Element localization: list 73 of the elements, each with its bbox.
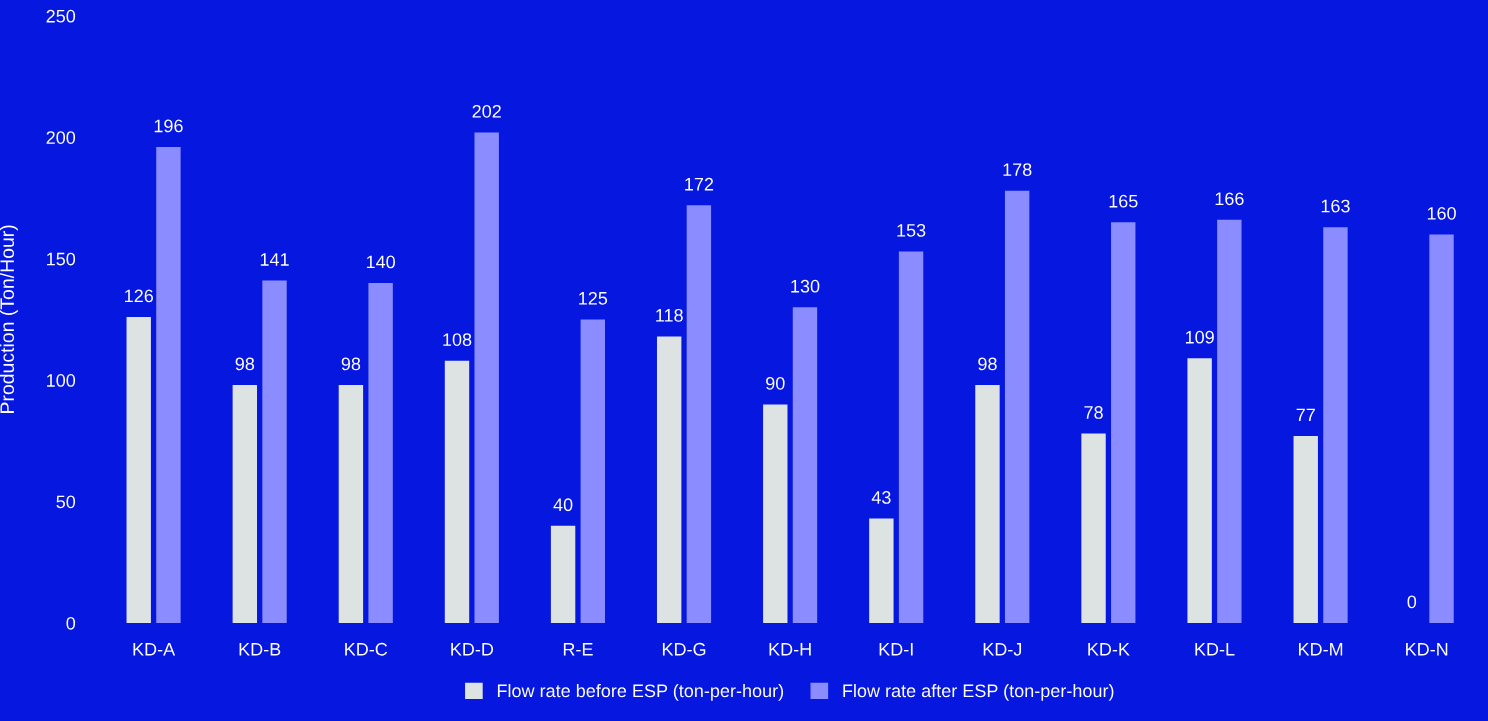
data-label: 163 bbox=[1321, 199, 1350, 213]
legend-label: Flow rate after ESP (ton-per-hour) bbox=[843, 683, 1114, 701]
data-label: 126 bbox=[125, 289, 153, 303]
bar bbox=[1111, 222, 1136, 623]
data-label: 165 bbox=[1109, 194, 1138, 208]
x-tick-label: KD-G bbox=[662, 642, 706, 656]
data-label: 160 bbox=[1427, 206, 1456, 220]
bar bbox=[126, 316, 151, 623]
bar bbox=[156, 146, 181, 623]
data-label: 130 bbox=[791, 279, 820, 293]
data-label: 166 bbox=[1215, 192, 1244, 206]
x-tick-label: KD-N bbox=[1406, 643, 1448, 656]
data-label: 108 bbox=[443, 333, 472, 346]
x-tick-label: KD-D bbox=[451, 643, 494, 656]
bar bbox=[869, 518, 894, 623]
data-label: 196 bbox=[154, 119, 183, 133]
bar bbox=[686, 205, 712, 623]
y-tick-label: 50 bbox=[56, 495, 76, 509]
data-label: 98 bbox=[341, 357, 361, 371]
x-tick-label: R-E bbox=[563, 643, 593, 656]
x-tick-label: KD-M bbox=[1299, 643, 1343, 656]
bar bbox=[975, 384, 1000, 623]
y-tick-label: 0 bbox=[66, 616, 76, 630]
data-label: 141 bbox=[260, 253, 289, 266]
bar bbox=[1323, 227, 1348, 623]
x-tick-label: KD-B bbox=[239, 643, 281, 656]
bar bbox=[338, 384, 364, 623]
x-tick-label: KD-C bbox=[345, 642, 388, 656]
bar bbox=[898, 251, 924, 623]
data-label: 43 bbox=[871, 491, 891, 504]
data-label: 202 bbox=[472, 104, 501, 118]
bar bbox=[580, 319, 605, 623]
bar bbox=[368, 282, 393, 623]
data-label: 109 bbox=[1185, 330, 1214, 344]
x-tick-label: KD-I bbox=[879, 643, 913, 656]
bar bbox=[1429, 234, 1454, 623]
bar bbox=[444, 360, 470, 623]
data-label: 90 bbox=[766, 376, 785, 390]
x-tick-label: KD-J bbox=[983, 643, 1022, 656]
data-label: 40 bbox=[553, 498, 573, 512]
data-label: 77 bbox=[1296, 408, 1315, 422]
data-label: 118 bbox=[656, 308, 683, 322]
x-tick-label: KD-A bbox=[133, 643, 176, 656]
bar bbox=[1187, 358, 1212, 623]
data-label: 140 bbox=[366, 255, 395, 269]
bar bbox=[763, 404, 788, 623]
y-axis-title: Production (Ton/Hour) bbox=[0, 225, 18, 413]
data-label: 0 bbox=[1407, 595, 1417, 609]
legend-label: Flow rate before ESP (ton-per-hour) bbox=[497, 683, 784, 701]
bar bbox=[232, 384, 258, 623]
bar bbox=[1217, 219, 1242, 623]
y-tick-label: 200 bbox=[46, 131, 76, 144]
data-label: 125 bbox=[579, 291, 608, 305]
data-label: 78 bbox=[1084, 406, 1103, 419]
x-tick-label: KD-K bbox=[1088, 643, 1130, 656]
data-label: 178 bbox=[1003, 163, 1032, 177]
data-label: 98 bbox=[978, 357, 997, 371]
data-label: 153 bbox=[897, 223, 926, 237]
bar bbox=[656, 336, 682, 623]
x-tick-label: KD-H bbox=[769, 643, 811, 656]
bar bbox=[474, 132, 499, 623]
bar bbox=[262, 280, 287, 623]
bar bbox=[550, 525, 576, 623]
x-tick-label: KD-L bbox=[1195, 643, 1235, 656]
y-tick-label: 150 bbox=[47, 252, 76, 266]
bar bbox=[1081, 433, 1106, 623]
y-tick-label: 100 bbox=[47, 374, 76, 387]
data-label: 98 bbox=[235, 357, 255, 371]
bar bbox=[792, 307, 818, 623]
bar bbox=[1293, 435, 1318, 623]
data-label: 172 bbox=[685, 177, 714, 191]
bar bbox=[1004, 190, 1030, 623]
y-tick-label: 250 bbox=[46, 9, 76, 23]
